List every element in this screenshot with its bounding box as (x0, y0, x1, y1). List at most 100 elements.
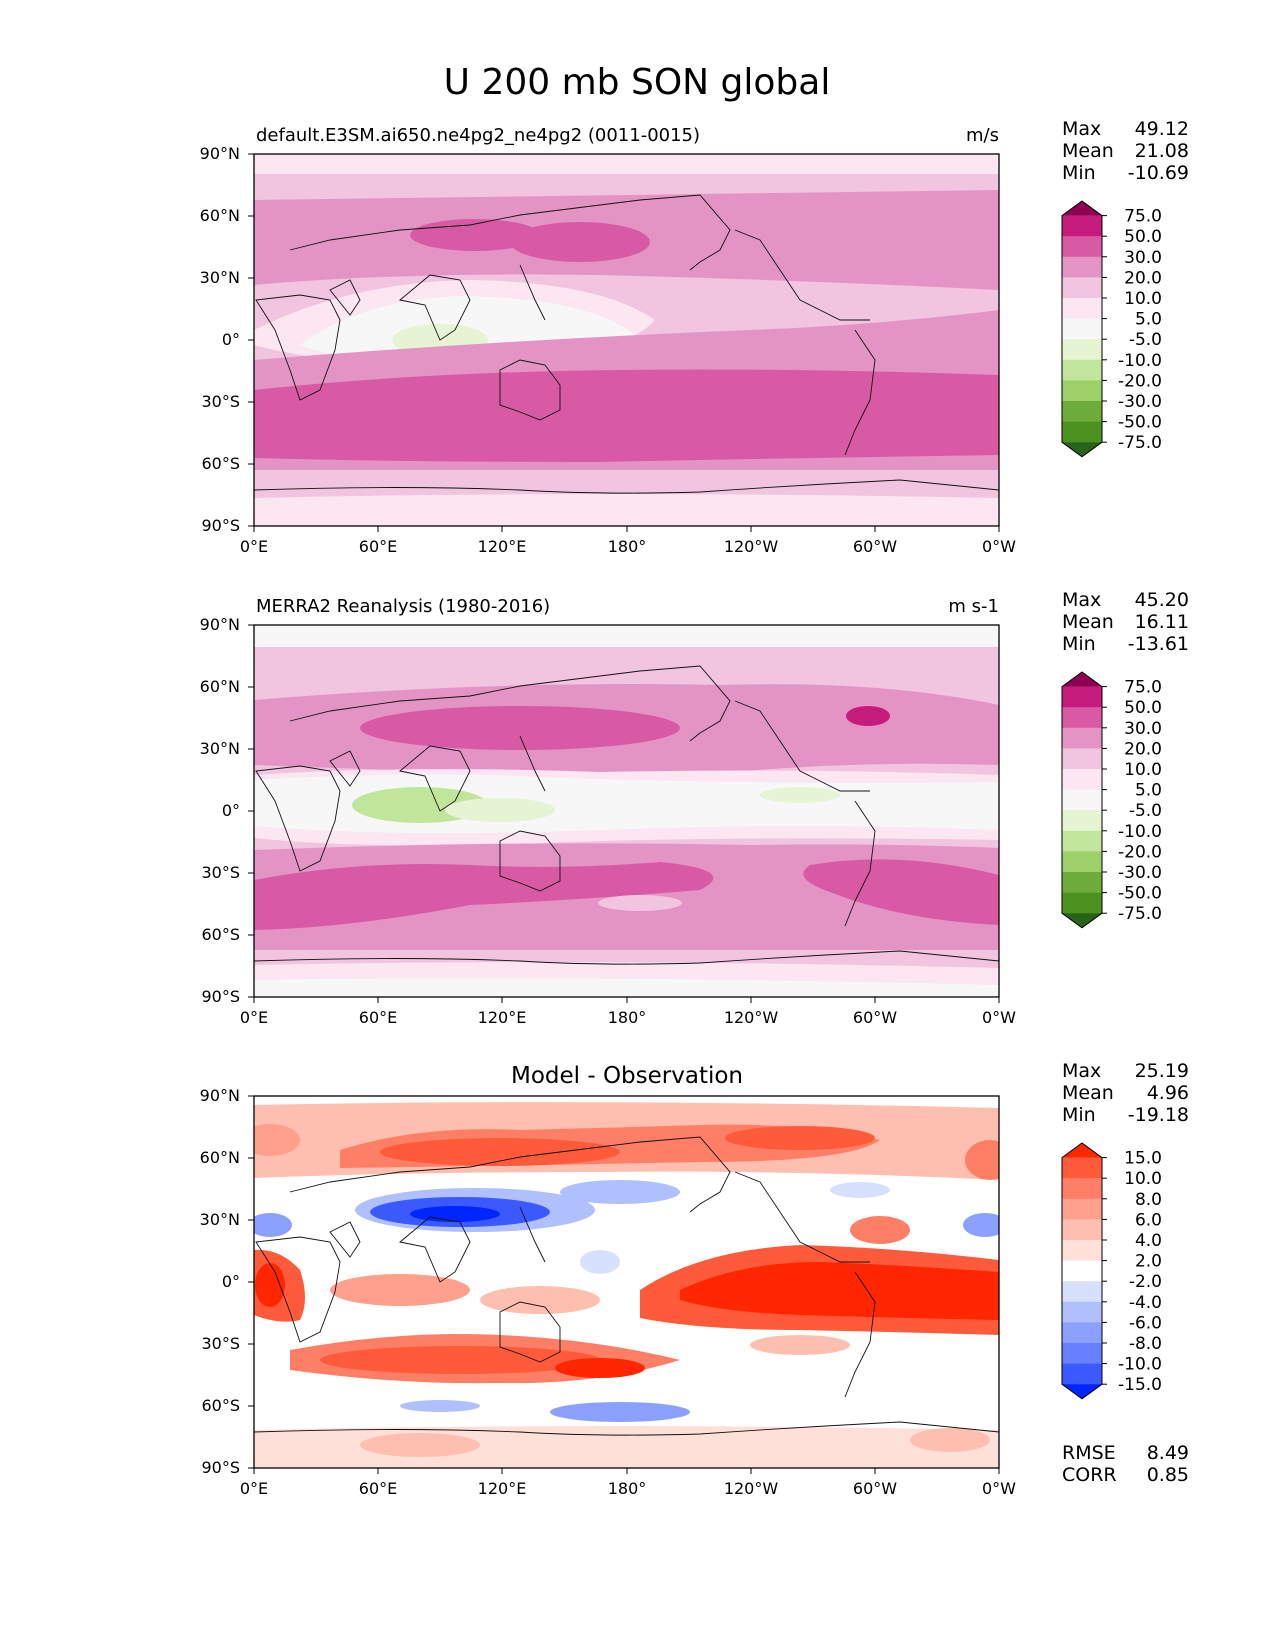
ytick-label: 30°S (201, 392, 240, 411)
xtick-label: 60°E (359, 537, 397, 556)
stat-label-mean: Mean (1062, 1082, 1114, 1104)
ytick-label: 0° (222, 330, 240, 349)
colorbar-extend-top (1062, 1143, 1102, 1158)
colorbar-tick-label: -15.0 (1118, 1375, 1162, 1395)
colorbar-segment (1062, 318, 1102, 340)
colorbar-tick-label: 10.0 (1124, 760, 1162, 780)
field-band (725, 1126, 875, 1150)
field-band (380, 1138, 620, 1166)
colorbar-tick-label: 6.0 (1135, 1210, 1162, 1230)
stat-label-max: Max (1062, 589, 1101, 611)
ytick-label: 90°S (201, 987, 240, 1006)
xtick-label: 0°W (982, 1008, 1016, 1027)
xtick-label: 0°E (240, 1008, 268, 1027)
xtick-label: 0°W (982, 537, 1016, 556)
colorbar-segment (1062, 810, 1102, 832)
stat-value-mean: 16.11 (1135, 611, 1189, 633)
stat-label-mean: Mean (1062, 611, 1114, 633)
field-band (254, 978, 999, 997)
field-band (850, 1216, 910, 1244)
colorbar-tick-label: 5.0 (1135, 781, 1162, 801)
colorbar-tick-label: 4.0 (1135, 1231, 1162, 1251)
field-band (963, 1213, 999, 1237)
field-band (254, 369, 999, 462)
field-band (580, 1250, 620, 1274)
colorbar-tick-label: 30.0 (1124, 719, 1162, 739)
panel-difference-yticks: 90°N 60°N 30°N 0° 30°S 60°S 90°S (200, 1086, 254, 1477)
panel-model: default.E3SM.ai650.ne4pg2_ne4pg2 (0011-0… (200, 118, 1189, 556)
colorbar-segment (1062, 727, 1102, 749)
panel-observation-title: MERRA2 Reanalysis (1980-2016) (256, 596, 550, 617)
ytick-label: 30°N (200, 1210, 240, 1229)
panel-observation: MERRA2 Reanalysis (1980-2016) m s-1 (200, 589, 1189, 1027)
field-band (254, 1213, 292, 1237)
stat-value-min: -19.18 (1128, 1104, 1189, 1126)
field-band (400, 1400, 480, 1412)
xtick-label: 60°E (359, 1479, 397, 1498)
colorbar-segment (1062, 298, 1102, 320)
colorbar-tick-label: 50.0 (1124, 227, 1162, 247)
colorbar-tick-label: -75.0 (1118, 904, 1162, 924)
stat-value-min: -10.69 (1128, 162, 1189, 184)
stat-value-min: -13.61 (1128, 633, 1189, 655)
panel-model-yticks: 90°N 60°N 30°N 0° 30°S 60°S 90°S (200, 144, 254, 535)
colorbar-tick-label: -50.0 (1118, 413, 1162, 433)
colorbar-segment (1062, 1157, 1102, 1158)
stat-label-min: Min (1062, 162, 1096, 184)
field-band (410, 1206, 500, 1222)
colorbar-segment (1062, 748, 1102, 770)
colorbar-tick-label: -10.0 (1118, 351, 1162, 371)
panel-difference-title: Model - Observation (511, 1063, 743, 1089)
ytick-label: 30°N (200, 739, 240, 758)
xtick-label: 120°E (478, 1008, 527, 1027)
panel-observation-units: m s-1 (948, 596, 999, 617)
colorbar-segment (1062, 892, 1102, 914)
xtick-label: 180° (608, 537, 647, 556)
colorbar-segment (1062, 277, 1102, 299)
panel-difference-metrics: RMSE 8.49 CORR 0.85 (1062, 1442, 1189, 1486)
colorbar-extend-bottom (1062, 913, 1102, 928)
field-band (846, 706, 890, 726)
panel-difference-field (254, 1096, 999, 1468)
colorbar-segment (1062, 830, 1102, 852)
colorbar-segment (1062, 421, 1102, 443)
field-band (254, 862, 714, 930)
panel-observation-stats: Max 45.20 Mean 16.11 Min -13.61 (1062, 589, 1189, 655)
colorbar-segment (1062, 215, 1102, 216)
colorbar-extend-top (1062, 201, 1102, 216)
panel-observation-yticks: 90°N 60°N 30°N 0° 30°S 60°S 90°S (200, 615, 254, 1006)
colorbar-segment (1062, 851, 1102, 873)
xtick-label: 60°E (359, 1008, 397, 1027)
ytick-label: 90°S (201, 516, 240, 535)
corr-value: 0.85 (1147, 1464, 1189, 1486)
colorbar-tick-label: 75.0 (1124, 207, 1162, 227)
colorbar-segment (1062, 1363, 1102, 1385)
xtick-label: 120°E (478, 1479, 527, 1498)
field-band (680, 1262, 999, 1320)
stat-label-mean: Mean (1062, 140, 1114, 162)
colorbar-tick-label: 5.0 (1135, 310, 1162, 330)
panel-model-units: m/s (966, 125, 999, 146)
colorbar-tick-label: 15.0 (1124, 1149, 1162, 1169)
colorbar-tick-label: 20.0 (1124, 739, 1162, 759)
field-band (445, 798, 555, 822)
ytick-label: 90°N (200, 1086, 240, 1105)
xtick-label: 120°W (724, 537, 779, 556)
colorbar-segment (1062, 236, 1102, 258)
panel-model-field (254, 154, 999, 526)
colorbar-segment (1062, 1281, 1102, 1303)
ytick-label: 60°S (201, 1396, 240, 1415)
ytick-label: 60°N (200, 677, 240, 696)
colorbar-tick-label: -10.0 (1118, 822, 1162, 842)
colorbar-segment (1062, 789, 1102, 811)
colorbar-segment (1062, 1198, 1102, 1220)
stat-label-max: Max (1062, 1060, 1101, 1082)
field-band (254, 1124, 300, 1156)
corr-label: CORR (1062, 1464, 1117, 1486)
field-band (320, 1346, 600, 1374)
field-band (360, 706, 680, 750)
stat-value-mean: 4.96 (1147, 1082, 1189, 1104)
ytick-label: 90°N (200, 615, 240, 634)
colorbar-tick-label: 8.0 (1135, 1190, 1162, 1210)
ytick-label: 90°N (200, 144, 240, 163)
